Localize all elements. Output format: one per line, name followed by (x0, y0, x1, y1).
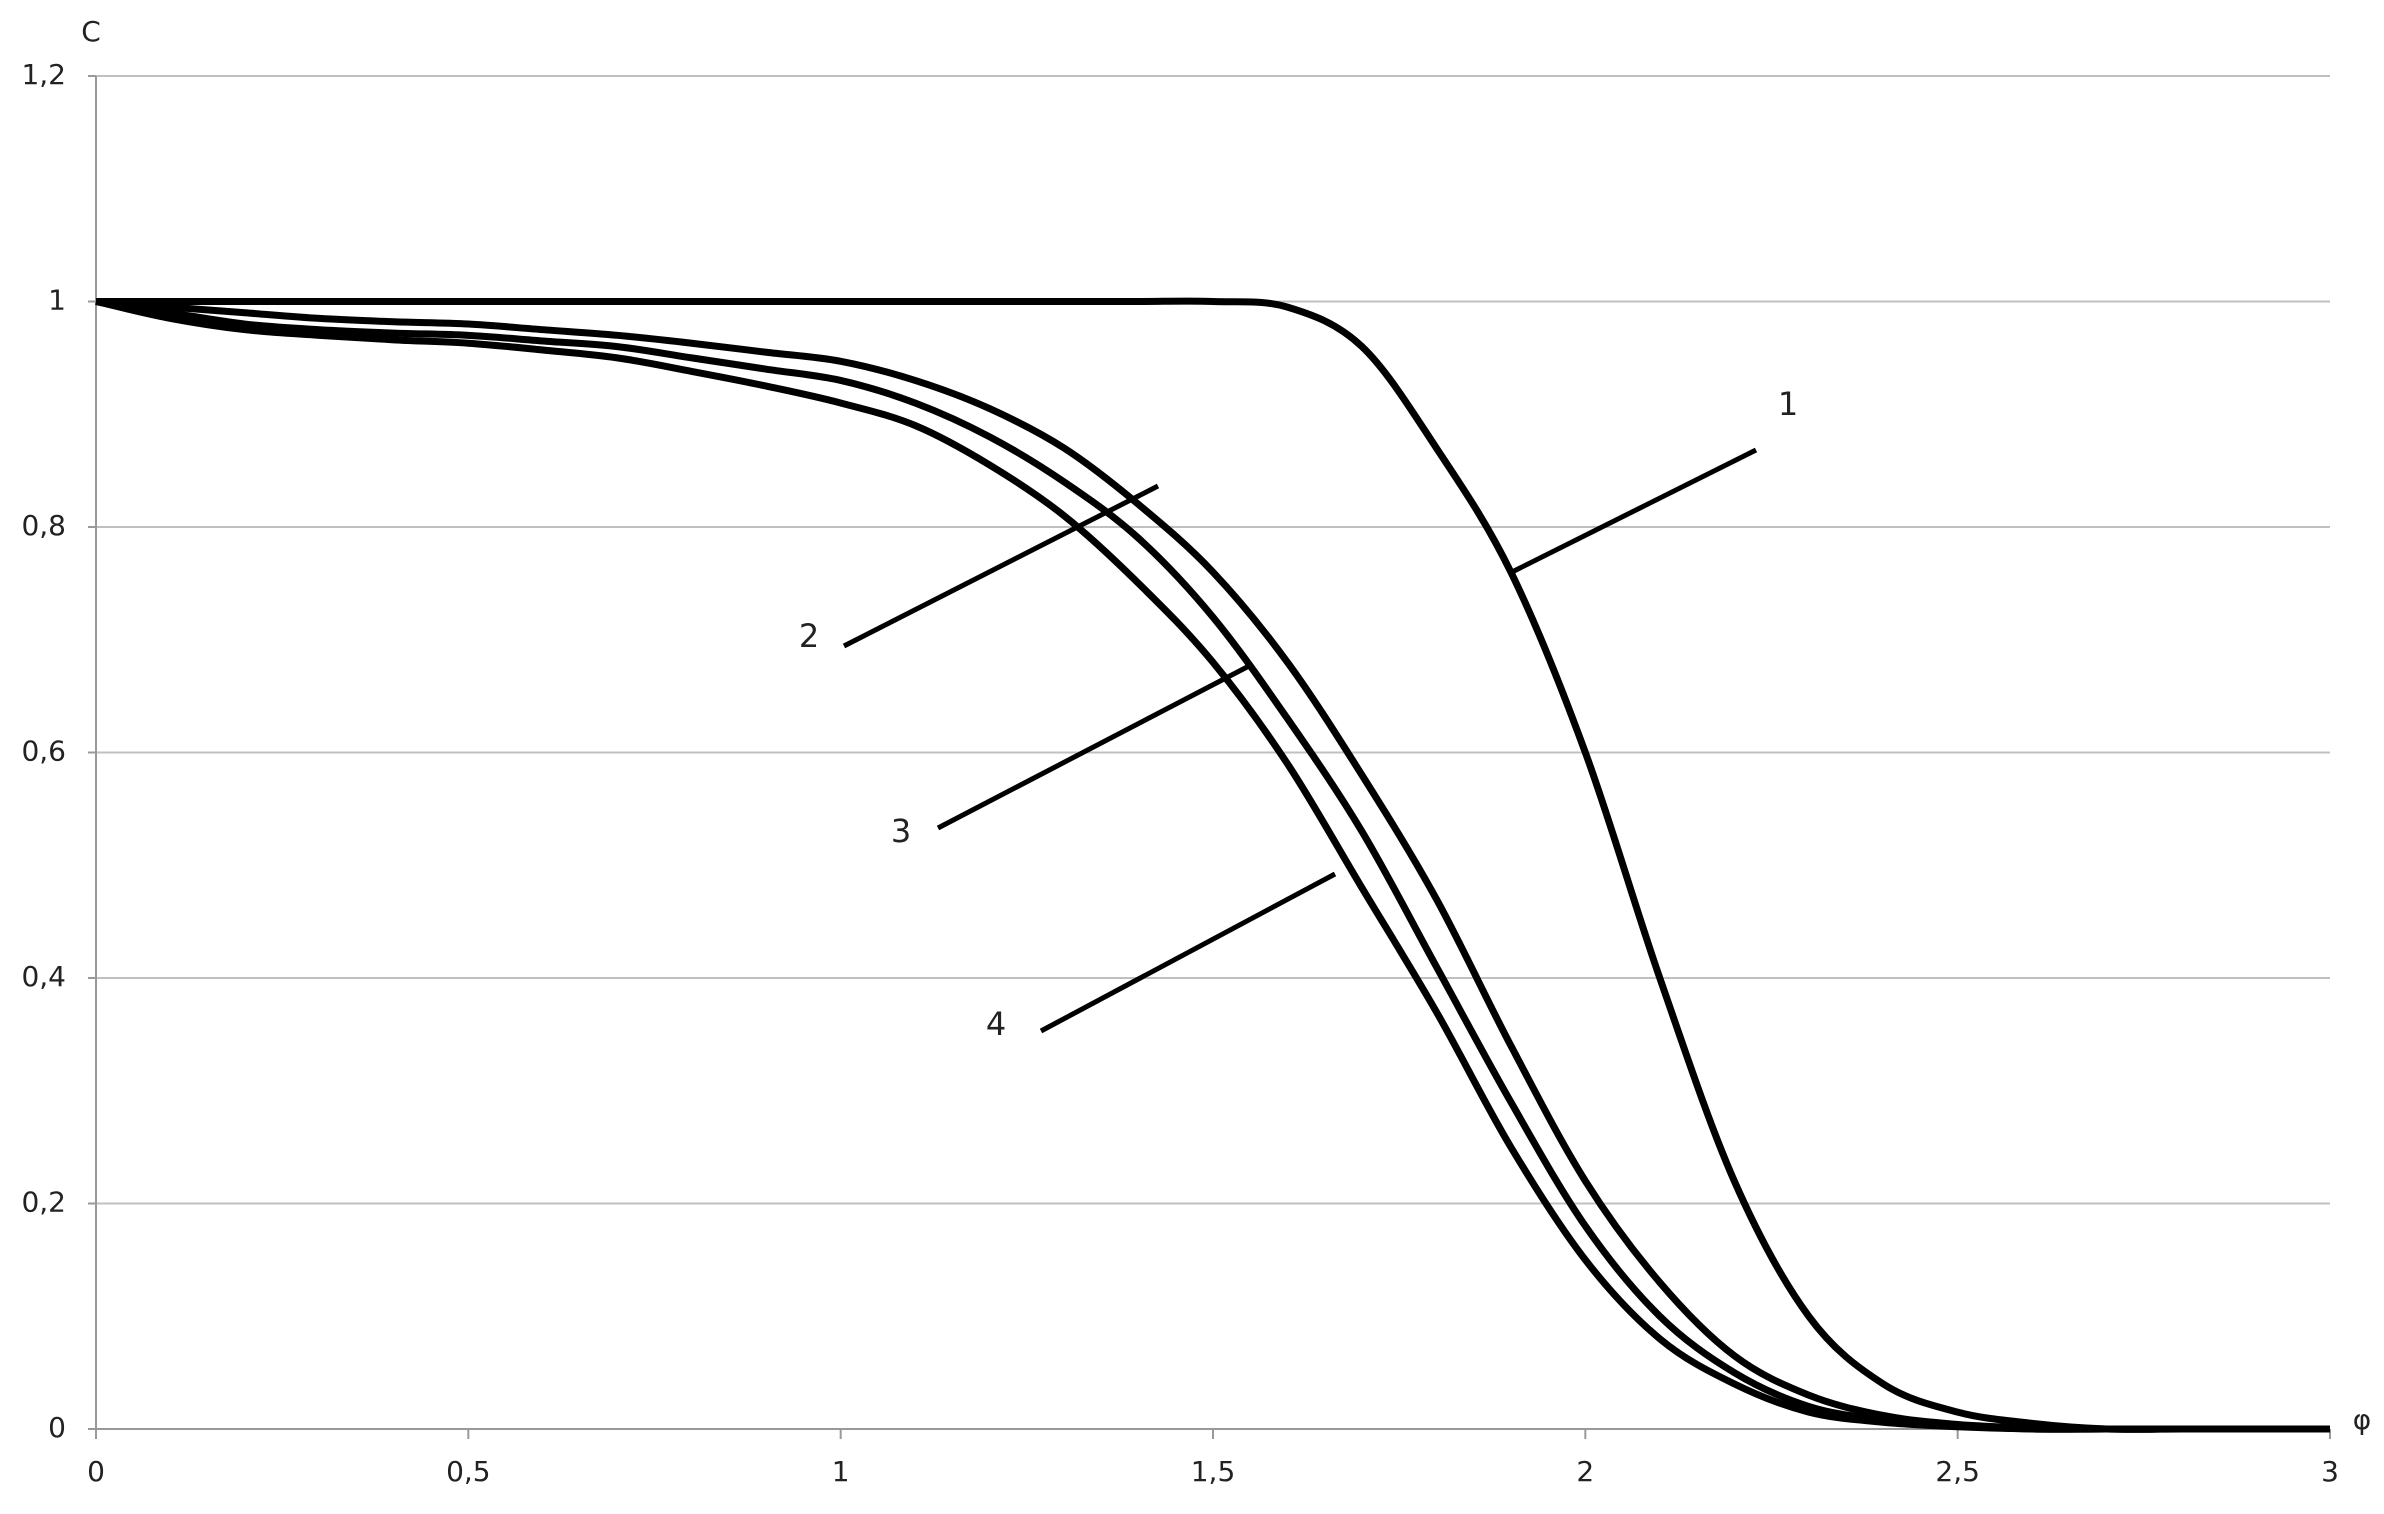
curve-label: 4 (986, 1005, 1006, 1043)
y-tick-label: 0,8 (21, 509, 66, 542)
line-series (96, 297, 2330, 1433)
y-tick-label: 0 (48, 1411, 66, 1444)
line-series (95, 298, 2330, 1433)
y-tick-label: 0,6 (21, 735, 66, 768)
curve-label: 2 (799, 617, 819, 655)
x-tick-label: 2,5 (1935, 1455, 1980, 1488)
y-tick-label: 1,2 (21, 58, 66, 91)
leader-line (842, 483, 1160, 649)
x-tick-label: 0,5 (446, 1455, 491, 1488)
x-tick-label: 0 (87, 1455, 105, 1488)
leader-line (936, 663, 1251, 831)
x-tick-label: 3 (2321, 1455, 2339, 1488)
y-tick-label: 0,2 (21, 1186, 66, 1219)
y-tick-label: 0,4 (21, 960, 66, 993)
leader-line (1039, 871, 1337, 1034)
x-tick-label: 1 (832, 1455, 850, 1488)
line-series (95, 298, 2330, 1433)
x-axis-label: φ (2353, 1403, 2371, 1436)
y-axis-label: C (81, 15, 101, 48)
x-tick-label: 1,5 (1191, 1455, 1236, 1488)
y-tick-label: 1 (48, 284, 66, 317)
leader-line (1510, 447, 1758, 575)
curve-label: 3 (891, 812, 911, 850)
line-series (95, 298, 2330, 1433)
curve-label: 1 (1778, 385, 1798, 423)
x-tick-label: 2 (1576, 1455, 1594, 1488)
